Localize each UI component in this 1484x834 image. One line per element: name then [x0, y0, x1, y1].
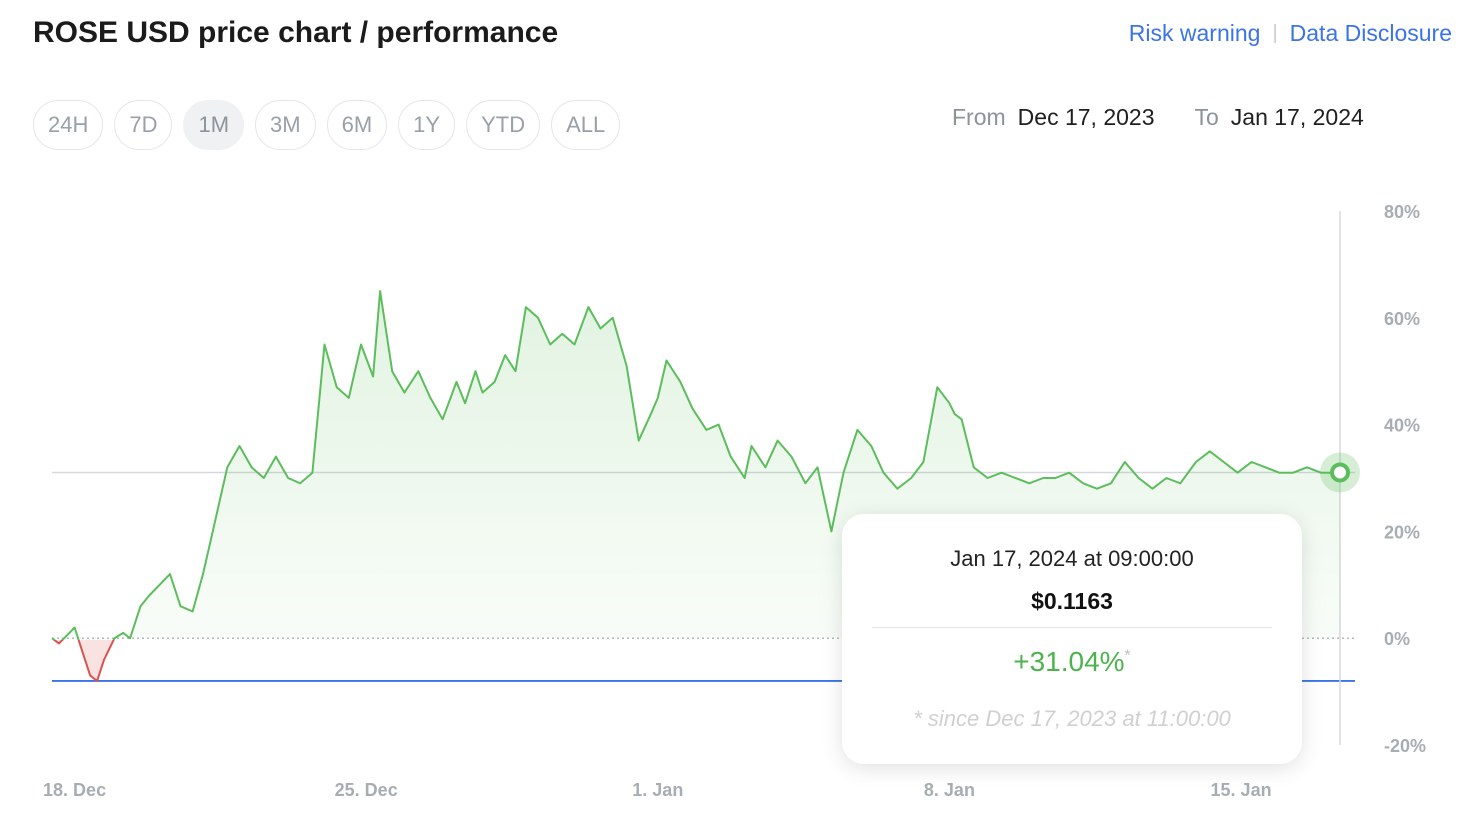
page-title: ROSE USD price chart / performance: [33, 16, 559, 49]
x-axis: 18. Dec 25. Dec 1. Jan 8. Jan 15. Jan: [43, 780, 1272, 800]
range-24h-button[interactable]: 24H: [33, 100, 104, 150]
x-tick-label: 25. Dec: [335, 780, 398, 800]
x-tick-label: 8. Jan: [924, 780, 975, 800]
range-1m-button[interactable]: 1M: [183, 100, 245, 150]
y-tick-label: 80%: [1384, 202, 1420, 222]
price-line: [51, 290, 1341, 682]
y-axis: 80% 60% 40% 20% 0% -20%: [1384, 202, 1426, 756]
to-label: To: [1194, 104, 1219, 130]
to-date-input[interactable]: Jan 17, 2024: [1230, 104, 1364, 130]
area-below-zero: [54, 640, 114, 681]
date-range: From Dec 17, 2023 To Jan 17, 2024: [952, 104, 1364, 131]
y-tick-label: 60%: [1384, 309, 1420, 329]
range-6m-button[interactable]: 6M: [326, 100, 388, 150]
tooltip-asterisk: *: [1124, 647, 1131, 665]
y-tick-label: 0%: [1384, 629, 1410, 649]
price-tooltip: Jan 17, 2024 at 09:00:00 $0.1163 +31.04%…: [842, 514, 1302, 764]
from-date-input[interactable]: Dec 17, 2023: [1017, 104, 1155, 130]
header-links: Risk warning | Data Disclosure: [1129, 20, 1452, 47]
marker-dot: [1330, 462, 1350, 483]
y-tick-label: 40%: [1384, 416, 1420, 436]
x-tick-label: 18. Dec: [43, 780, 106, 800]
tooltip-since: * since Dec 17, 2023 at 11:00:00: [913, 706, 1231, 731]
range-all-button[interactable]: ALL: [551, 100, 621, 150]
range-7d-button[interactable]: 7D: [114, 100, 173, 150]
range-ytd-button[interactable]: YTD: [466, 100, 541, 150]
x-tick-label: 15. Jan: [1211, 780, 1272, 800]
data-disclosure-link[interactable]: Data Disclosure: [1289, 20, 1452, 46]
y-tick-label: 20%: [1384, 522, 1420, 542]
current-price-marker: [1320, 452, 1360, 493]
range-1y-button[interactable]: 1Y: [398, 100, 456, 150]
range-selector: 24H 7D 1M 3M 6M 1Y YTD ALL: [33, 100, 621, 150]
risk-warning-link[interactable]: Risk warning: [1128, 20, 1261, 46]
from-label: From: [952, 104, 1006, 130]
range-3m-button[interactable]: 3M: [255, 100, 316, 150]
x-tick-label: 1. Jan: [632, 780, 683, 800]
tooltip-change: +31.04%*: [1013, 646, 1131, 677]
tooltip-price: $0.1163: [1031, 588, 1113, 614]
link-separator: |: [1272, 22, 1278, 44]
tooltip-divider: [872, 627, 1272, 628]
y-tick-label: -20%: [1384, 736, 1426, 756]
tooltip-date: Jan 17, 2024 at 09:00:00: [950, 546, 1194, 571]
line-above-zero: [51, 290, 1341, 640]
